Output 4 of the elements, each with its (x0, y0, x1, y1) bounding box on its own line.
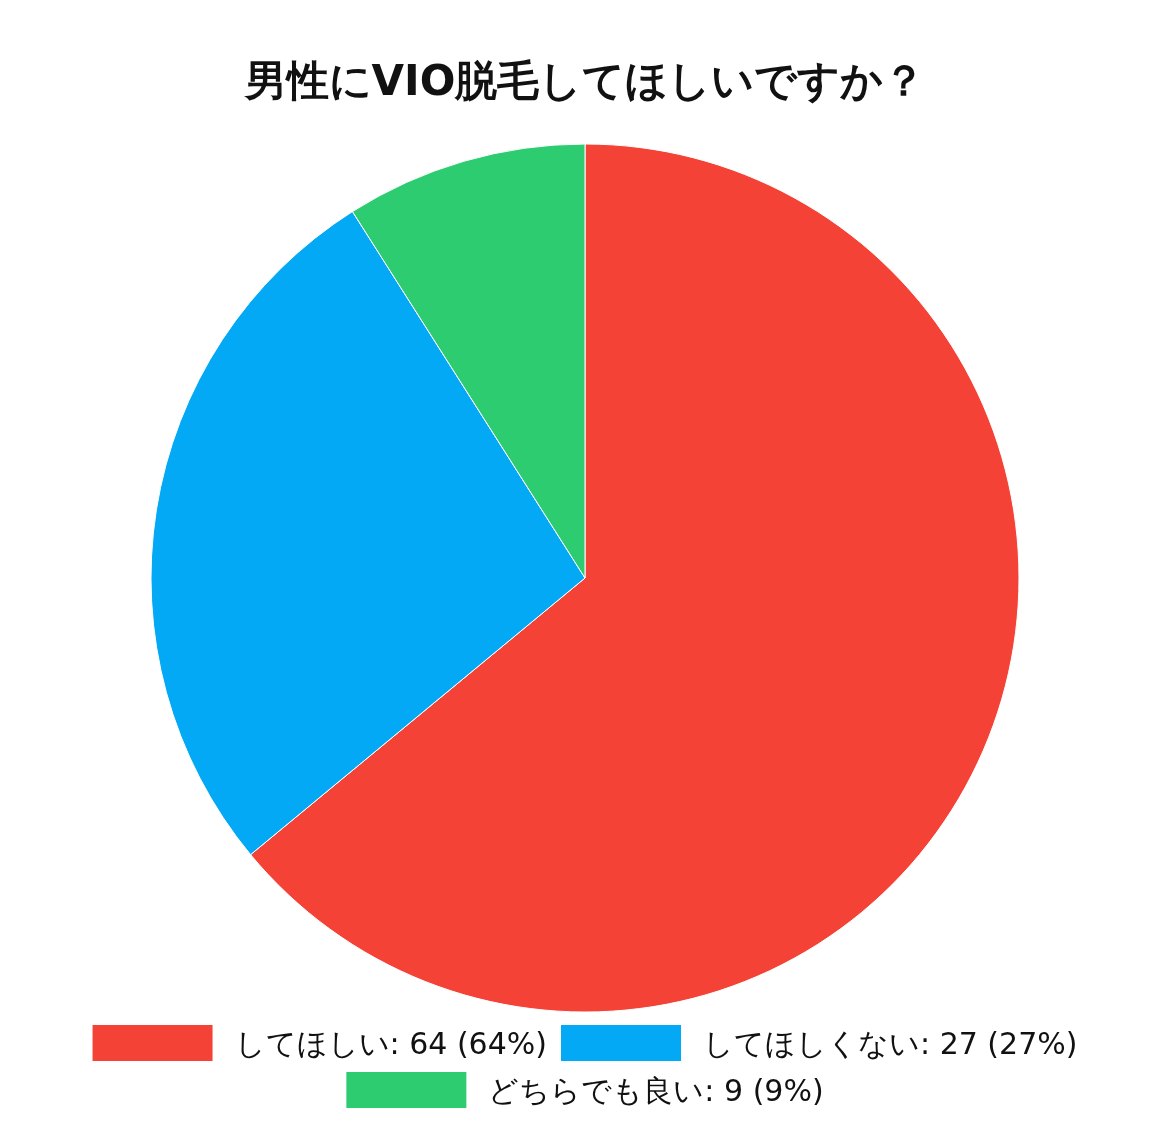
chart-title: 男性にVIO脱毛してほしいですか？ (242, 56, 926, 105)
legend-label: どちらでも良い: 9 (9%) (488, 1073, 824, 1108)
legend-label: してほしい: 64 (64%) (234, 1026, 547, 1061)
legend-label: してほしくない: 27 (27%) (703, 1026, 1078, 1061)
